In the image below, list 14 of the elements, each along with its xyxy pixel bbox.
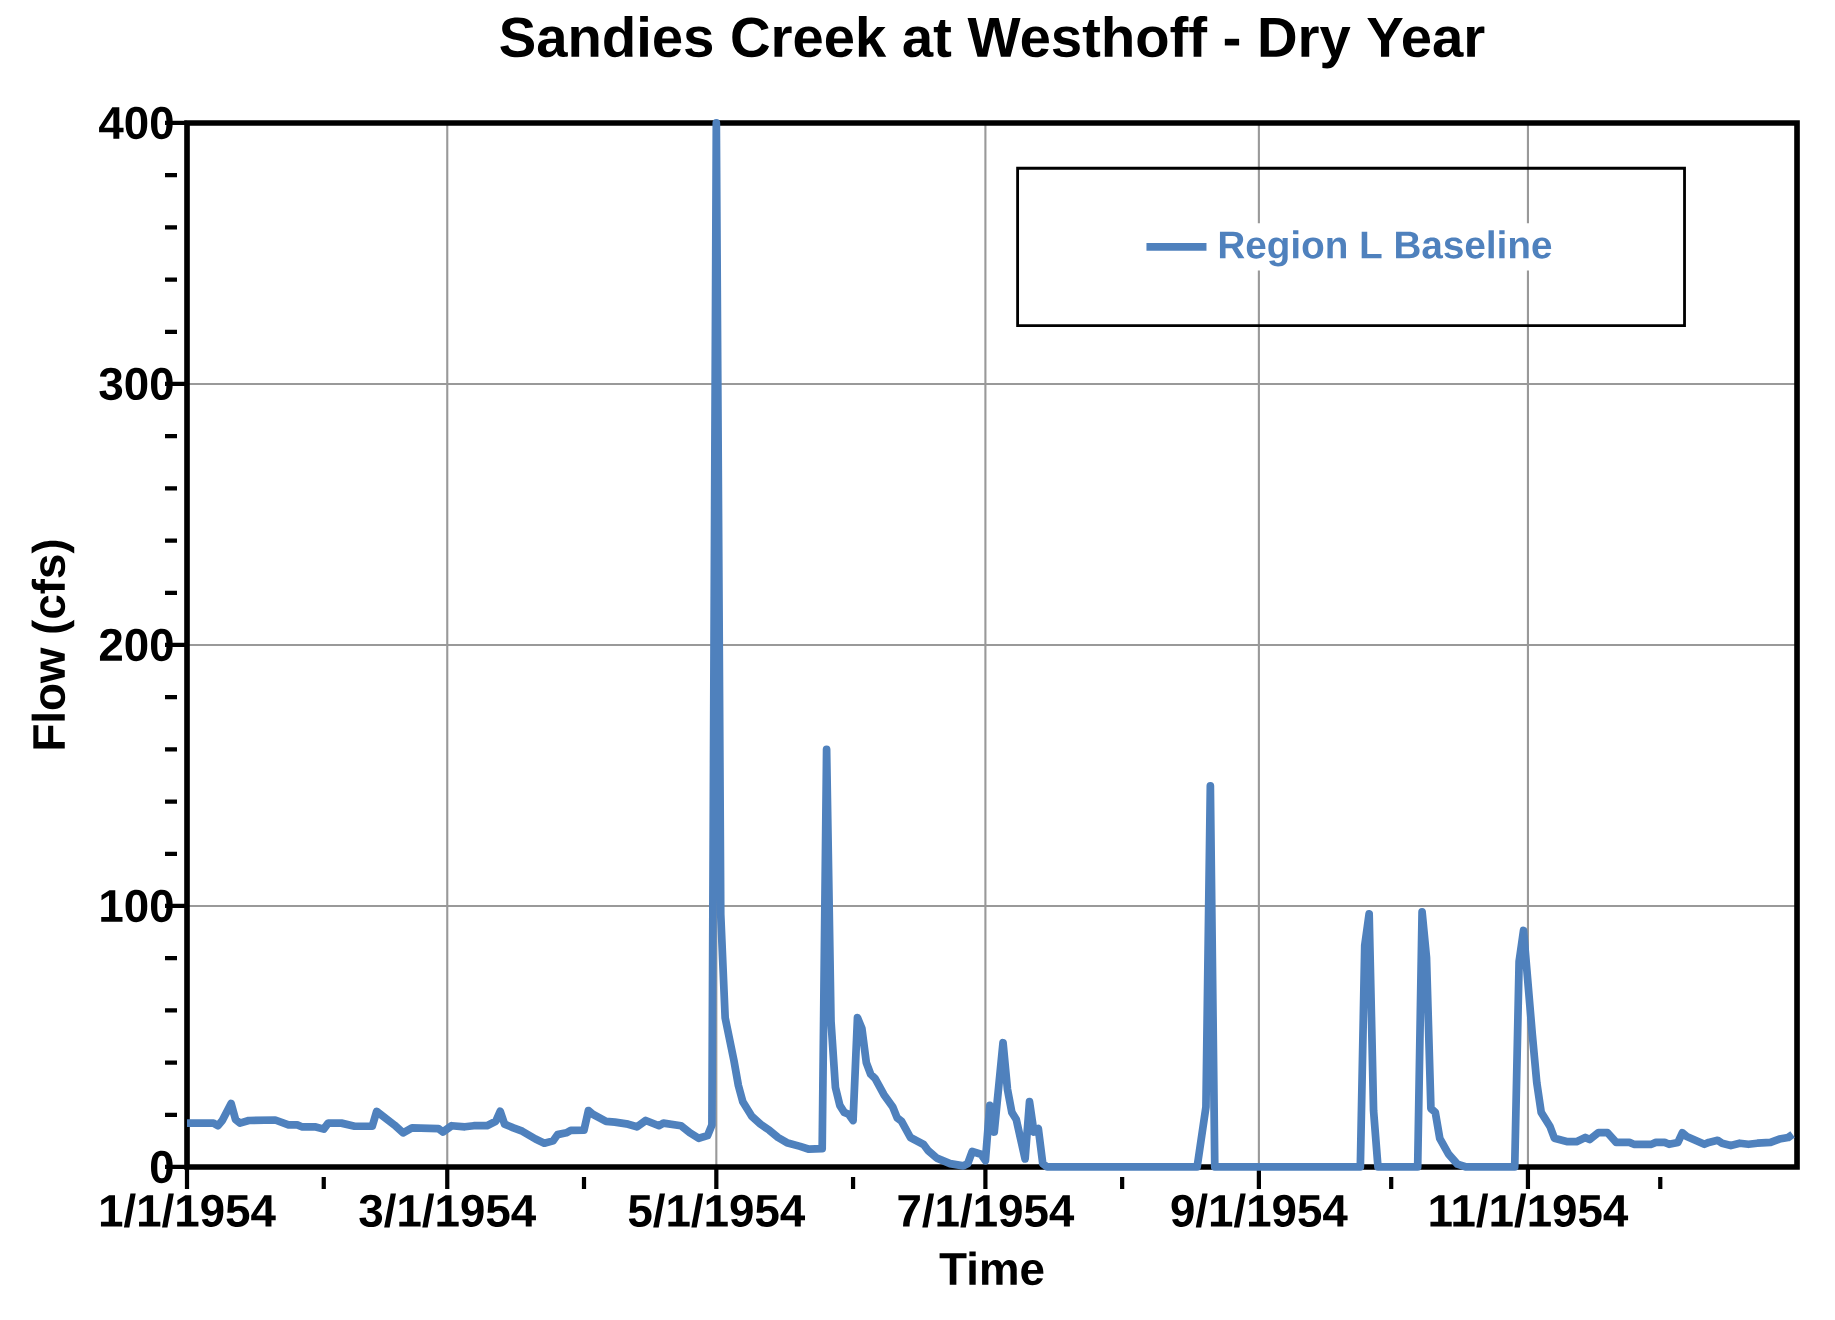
y-tick-label: 400: [99, 106, 173, 140]
x-tick-label: 11/1/1954: [1430, 1193, 1629, 1228]
y-tick-label: 200: [99, 628, 173, 662]
y-tick-label: 300: [99, 367, 173, 401]
x-axis-title: Time: [939, 1251, 1044, 1286]
x-tick-label: 7/1/1954: [898, 1193, 1075, 1228]
y-axis-title: Flow (cfs): [31, 540, 75, 749]
legend-label: Region L Baseline: [1219, 230, 1552, 267]
y-tick-label: 100: [101, 889, 173, 923]
x-tick-label: 9/1/1954: [1171, 1193, 1348, 1228]
x-tick-label: 5/1/1954: [628, 1193, 806, 1228]
x-tick-label: 1/1/1954: [100, 1193, 276, 1228]
chart-title: Sandies Creek at Westhoff - Dry Year: [500, 16, 1485, 69]
x-tick-label: 3/1/1954: [359, 1193, 536, 1228]
